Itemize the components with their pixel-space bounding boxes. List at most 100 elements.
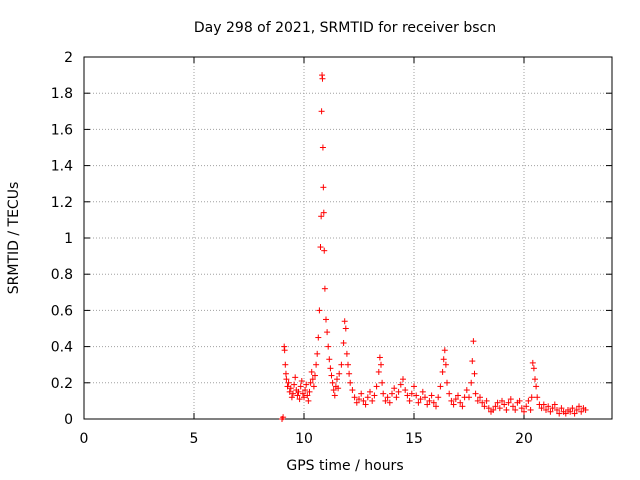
data-point — [309, 376, 316, 383]
chart-title: Day 298 of 2021, SRMTID for receiver bsc… — [194, 20, 496, 36]
data-point — [303, 381, 310, 388]
data-point — [567, 408, 574, 415]
data-point — [369, 397, 376, 404]
data-point — [379, 379, 386, 386]
data-point — [288, 394, 295, 401]
data-point — [556, 410, 563, 417]
y-tick-label: 0.8 — [51, 267, 73, 283]
data-point — [299, 390, 306, 397]
data-point — [319, 144, 326, 151]
data-point — [516, 397, 523, 404]
data-point — [521, 408, 527, 415]
data-point — [284, 383, 291, 390]
data-point — [543, 406, 549, 413]
data-point — [351, 394, 358, 401]
data-point — [286, 388, 293, 395]
data-point — [316, 307, 323, 314]
data-point — [321, 247, 328, 254]
data-point — [408, 390, 415, 397]
y-tick-label: 1.2 — [51, 195, 73, 211]
x-tick-label: 10 — [295, 431, 313, 447]
data-point — [424, 401, 431, 408]
data-point — [571, 410, 578, 417]
grid-lines — [84, 57, 612, 419]
data-point — [400, 376, 406, 383]
data-point — [551, 401, 558, 408]
data-point — [419, 388, 426, 395]
data-point — [459, 403, 466, 410]
data-point — [294, 392, 301, 399]
data-point — [523, 403, 530, 410]
data-point — [326, 356, 333, 363]
data-point — [386, 399, 393, 406]
data-point — [287, 385, 294, 392]
data-point — [481, 403, 488, 410]
data-point — [549, 405, 556, 412]
data-point — [413, 392, 420, 399]
x-tick-label: 0 — [80, 431, 89, 447]
data-point — [562, 410, 569, 417]
data-point — [321, 285, 328, 292]
data-point — [306, 388, 313, 395]
data-point — [308, 368, 315, 375]
data-point — [340, 339, 347, 346]
data-point — [554, 406, 560, 413]
data-point — [291, 381, 298, 388]
data-point — [525, 397, 532, 404]
data-point — [532, 376, 538, 383]
data-point — [533, 383, 540, 390]
data-point — [280, 414, 287, 421]
x-tick-label: 15 — [405, 431, 423, 447]
data-point — [331, 392, 338, 399]
data-point — [334, 376, 340, 383]
data-point — [485, 405, 492, 412]
data-point — [373, 383, 380, 390]
data-point — [426, 397, 433, 404]
data-point — [375, 368, 382, 375]
data-point — [302, 387, 309, 394]
data-point — [452, 396, 459, 403]
data-point — [455, 392, 461, 399]
data-point — [470, 338, 477, 345]
data-point — [346, 370, 353, 377]
data-point — [471, 370, 478, 377]
axis-ticks — [83, 56, 612, 420]
data-point — [281, 347, 288, 354]
data-point — [282, 361, 289, 368]
y-tick-label: 1 — [64, 231, 73, 247]
data-point — [397, 381, 404, 388]
data-point — [472, 390, 479, 397]
data-point — [297, 383, 304, 390]
y-tick-label: 0.2 — [51, 376, 73, 392]
data-point — [318, 213, 325, 220]
data-point — [343, 350, 350, 357]
y-tick-label: 1.6 — [51, 122, 73, 138]
data-point — [304, 392, 311, 399]
data-point — [310, 383, 317, 390]
data-point — [538, 405, 545, 412]
data-point — [395, 388, 402, 395]
data-point — [441, 347, 448, 354]
data-point — [315, 334, 322, 341]
y-tick-label: 0 — [64, 412, 73, 428]
data-point — [479, 399, 486, 406]
data-point — [558, 405, 565, 412]
data-point — [323, 316, 329, 323]
data-point — [499, 397, 505, 404]
data-point — [483, 397, 490, 404]
data-point — [285, 379, 292, 386]
data-point — [440, 356, 447, 363]
data-point — [569, 405, 576, 412]
data-point — [307, 379, 314, 386]
data-point — [406, 397, 413, 404]
data-point — [345, 361, 351, 368]
data-point — [444, 379, 450, 386]
data-point — [576, 403, 582, 410]
y-tick-label: 2 — [64, 50, 73, 66]
data-point — [317, 244, 324, 251]
data-point — [477, 394, 483, 401]
data-point — [358, 390, 365, 397]
data-point — [422, 394, 428, 401]
data-point — [330, 387, 337, 394]
